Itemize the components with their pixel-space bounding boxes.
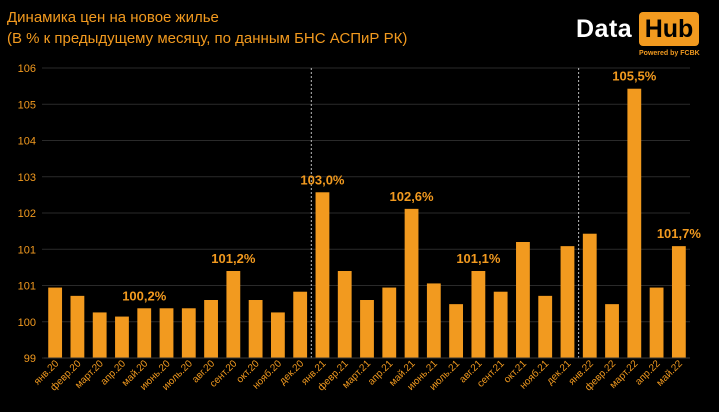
bar bbox=[627, 88, 642, 358]
y-tick-label: 104 bbox=[18, 136, 36, 148]
y-tick-label: 100 bbox=[18, 317, 36, 329]
bar bbox=[649, 287, 664, 358]
bar bbox=[337, 271, 352, 358]
y-tick-label: 106 bbox=[18, 63, 36, 75]
bar bbox=[92, 312, 107, 358]
bar bbox=[449, 304, 464, 358]
bar bbox=[248, 300, 263, 358]
bar bbox=[137, 308, 152, 358]
data-label: 101,7% bbox=[657, 226, 702, 241]
y-tick-label: 101 bbox=[18, 244, 36, 256]
y-tick-label: 103 bbox=[18, 172, 36, 184]
bar bbox=[70, 295, 85, 358]
bar bbox=[471, 271, 486, 358]
logo-powered-text: Powered by FCBK bbox=[639, 50, 700, 57]
logo-hub-text: Hub bbox=[639, 12, 699, 46]
chart-title: Динамика цен на новое жилье bbox=[7, 9, 219, 26]
bar bbox=[315, 192, 330, 358]
bar bbox=[48, 287, 63, 358]
chart-subtitle: (В % к предыдущему месяцу, по данным БНС… bbox=[7, 30, 408, 47]
y-tick-label: 105 bbox=[18, 99, 36, 111]
data-label: 101,2% bbox=[211, 251, 256, 266]
logo-data-text: Data bbox=[576, 15, 633, 43]
bar bbox=[360, 300, 374, 358]
data-label: 100,2% bbox=[122, 288, 167, 303]
bar bbox=[270, 312, 285, 358]
data-label: 101,1% bbox=[456, 251, 501, 266]
y-tick-label: 101 bbox=[18, 281, 36, 293]
bar bbox=[293, 291, 308, 358]
datahub-logo: Data Hub Powered by FCBK bbox=[574, 11, 704, 61]
y-tick-label: 102 bbox=[18, 208, 36, 220]
bar bbox=[204, 300, 218, 358]
bar bbox=[493, 291, 508, 358]
bar bbox=[560, 246, 575, 358]
bar bbox=[538, 295, 553, 358]
data-label: 105,5% bbox=[612, 69, 657, 84]
bar bbox=[426, 283, 441, 358]
bar bbox=[159, 308, 174, 358]
bar bbox=[226, 271, 241, 358]
bar bbox=[516, 242, 530, 358]
bar bbox=[404, 208, 419, 358]
bar bbox=[582, 233, 597, 358]
y-tick-label: 99 bbox=[24, 353, 36, 365]
bar bbox=[671, 246, 686, 358]
bar bbox=[181, 308, 196, 358]
data-label: 102,6% bbox=[390, 189, 435, 204]
bar bbox=[605, 304, 619, 358]
bar bbox=[115, 316, 129, 358]
data-label: 103,0% bbox=[300, 172, 345, 187]
bar bbox=[382, 287, 397, 358]
